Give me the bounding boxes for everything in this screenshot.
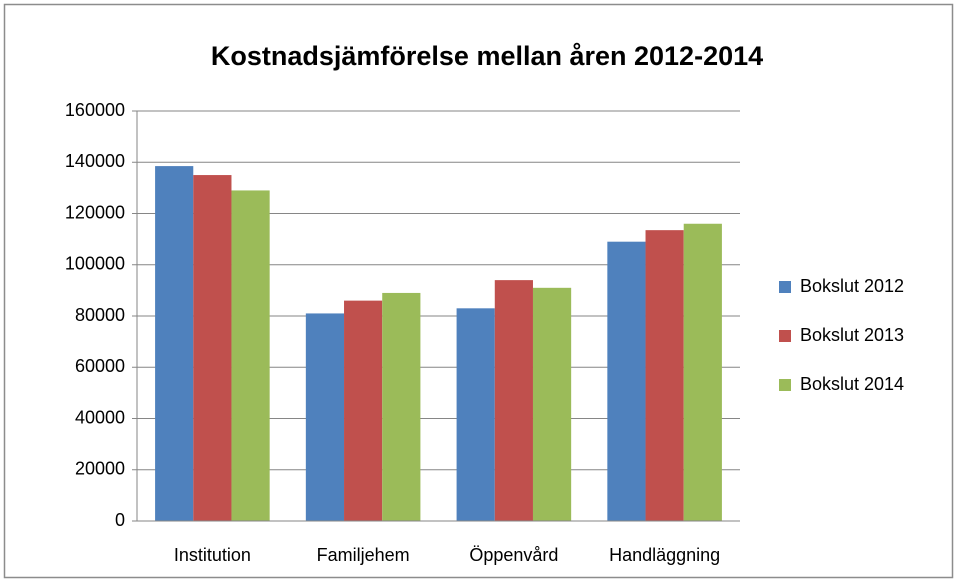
bar — [155, 166, 194, 521]
bar — [532, 287, 572, 521]
bar — [683, 223, 722, 521]
y-tick-label: 80000 — [75, 305, 125, 325]
y-tick-label: 140000 — [65, 151, 125, 171]
bar — [231, 190, 270, 521]
bar — [456, 308, 495, 521]
y-tick-label: 0 — [115, 510, 125, 530]
bar — [305, 313, 345, 521]
y-tick-label: 160000 — [65, 100, 125, 120]
bar — [344, 300, 383, 521]
y-tick-label: 120000 — [65, 202, 125, 222]
legend-swatch — [779, 281, 791, 293]
x-tick-label: Handläggning — [609, 545, 720, 565]
legend-swatch — [779, 379, 791, 391]
x-tick-label: Institution — [174, 545, 251, 565]
bar — [645, 230, 684, 521]
legend-label: Bokslut 2012 — [800, 276, 904, 296]
y-tick-label: 100000 — [65, 254, 125, 274]
bar — [382, 292, 421, 521]
y-tick-label: 40000 — [75, 407, 125, 427]
bar — [494, 280, 533, 521]
bar — [193, 175, 232, 521]
chart-title: Kostnadsjämförelse mellan åren 2012-2014 — [211, 41, 763, 71]
legend-label: Bokslut 2013 — [800, 325, 904, 345]
x-tick-label: Öppenvård — [469, 545, 558, 565]
y-tick-label: 20000 — [75, 459, 125, 479]
bar — [607, 241, 646, 521]
legend-swatch — [779, 330, 791, 342]
y-tick-label: 60000 — [75, 356, 125, 376]
legend-label: Bokslut 2014 — [800, 374, 904, 394]
x-tick-label: Familjehem — [317, 545, 410, 565]
